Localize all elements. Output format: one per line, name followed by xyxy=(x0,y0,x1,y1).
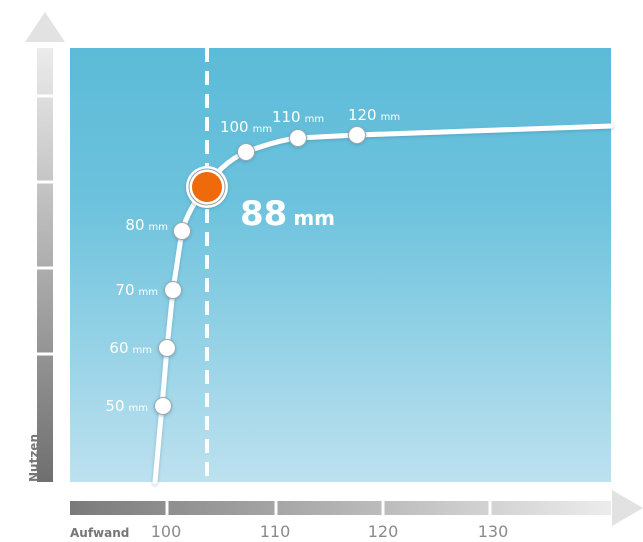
x-tick-label: 100 xyxy=(151,522,182,541)
highlight-value: 88 xyxy=(240,194,287,234)
x-axis-label: Aufwand xyxy=(70,526,129,540)
x-tick-label: 110 xyxy=(260,522,291,541)
x-axis-arrow-icon xyxy=(612,490,643,526)
data-point-label: 50 mm xyxy=(105,397,148,415)
data-point-label: 110 mm xyxy=(272,108,324,126)
x-tick-label: 120 xyxy=(368,522,399,541)
data-point xyxy=(164,281,182,299)
data-point xyxy=(289,129,307,147)
y-axis-arrow-icon xyxy=(25,12,65,42)
data-point xyxy=(158,339,176,357)
y-axis-label: Nutzen xyxy=(27,434,41,482)
data-point xyxy=(154,397,172,415)
data-point-label: 120 mm xyxy=(348,106,400,124)
x-tick-label: 130 xyxy=(478,522,509,541)
highlight-unit: mm xyxy=(293,206,335,230)
data-point xyxy=(173,222,191,240)
data-point-label: 80 mm xyxy=(125,216,168,234)
plot-area xyxy=(70,48,611,482)
data-point-label: 70 mm xyxy=(115,281,158,299)
data-point xyxy=(237,143,255,161)
highlight-label: 88 mm xyxy=(240,194,335,234)
data-point xyxy=(348,126,366,144)
y-axis xyxy=(25,12,65,482)
x-axis xyxy=(70,490,643,526)
data-point-label: 100 mm xyxy=(220,118,272,136)
highlight-marker xyxy=(186,166,228,208)
data-point-label: 60 mm xyxy=(109,339,152,357)
